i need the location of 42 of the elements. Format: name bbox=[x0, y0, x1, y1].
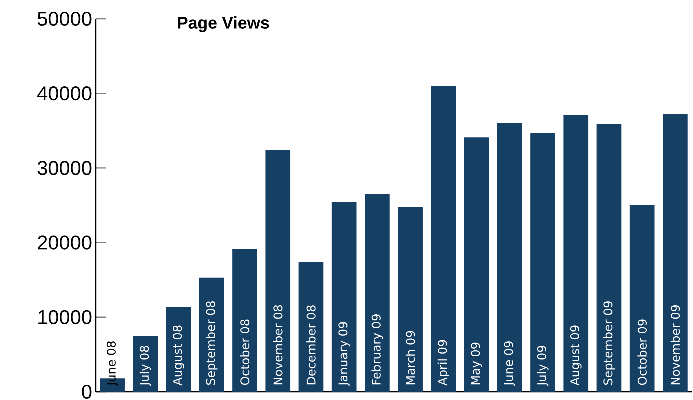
x-tick-label: September 09 bbox=[603, 302, 616, 386]
x-tick-label: March 09 bbox=[406, 331, 416, 385]
bar bbox=[199, 278, 224, 392]
y-tick-label: 20000 bbox=[38, 236, 92, 250]
bar bbox=[497, 123, 522, 392]
x-tick-label: November 09 bbox=[670, 305, 680, 385]
x-tick-label: November 08 bbox=[273, 305, 283, 385]
x-tick-label: August 09 bbox=[570, 326, 582, 386]
x-tick-label: January 09 bbox=[338, 322, 350, 386]
x-tick-label: July 08 bbox=[140, 346, 152, 386]
bar bbox=[630, 206, 655, 392]
x-tick-label: December 08 bbox=[306, 306, 316, 385]
bar bbox=[564, 115, 589, 392]
bar bbox=[298, 262, 324, 392]
bar bbox=[332, 202, 357, 392]
bar bbox=[530, 133, 556, 392]
x-tick-label: June 08 bbox=[106, 342, 118, 386]
x-tick-label: September 08 bbox=[206, 302, 218, 386]
y-tick-label: 0 bbox=[82, 384, 92, 400]
bar bbox=[266, 150, 291, 392]
bar bbox=[398, 206, 423, 392]
x-tick-label: August 08 bbox=[173, 326, 184, 386]
bar bbox=[663, 114, 688, 392]
x-tick-label: October 09 bbox=[638, 320, 647, 386]
bar bbox=[133, 336, 158, 392]
chart-title: Page Views bbox=[178, 16, 270, 32]
bar bbox=[232, 250, 258, 392]
y-tick-label: 30000 bbox=[38, 161, 92, 176]
x-tick-label: October 08 bbox=[240, 320, 250, 386]
y-tick-label: 50000 bbox=[38, 12, 92, 26]
x-tick-label: June 09 bbox=[504, 342, 516, 386]
bar bbox=[431, 86, 456, 392]
bar bbox=[464, 138, 490, 392]
bar bbox=[365, 194, 390, 392]
x-tick-label: April 09 bbox=[438, 340, 450, 386]
y-tick-label: 40000 bbox=[38, 86, 92, 101]
y-tick-label: 10000 bbox=[38, 310, 92, 324]
bar bbox=[166, 306, 192, 392]
x-tick-label: July 09 bbox=[537, 346, 549, 386]
bar bbox=[596, 124, 622, 392]
x-tick-label: February 09 bbox=[372, 314, 384, 385]
x-tick-label: May 09 bbox=[471, 342, 482, 385]
